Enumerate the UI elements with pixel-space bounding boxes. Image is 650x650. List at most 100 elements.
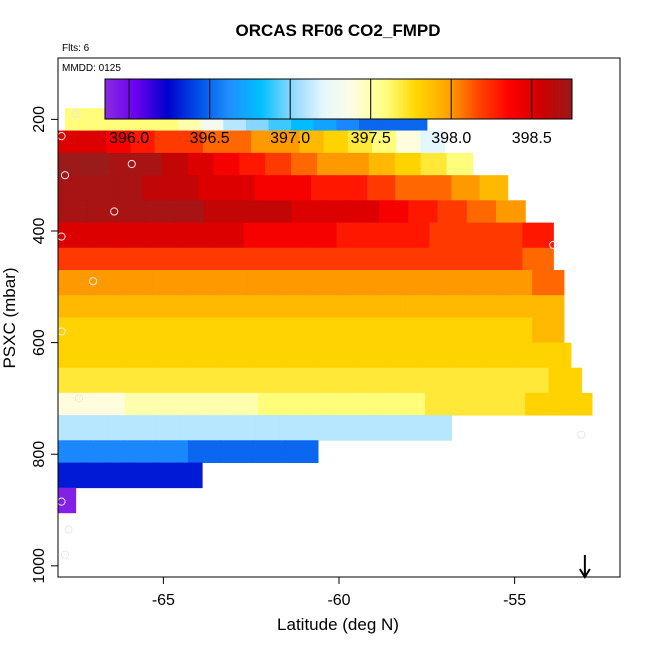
heatmap-cell xyxy=(532,270,565,296)
y-tick-label: 1000 xyxy=(31,548,48,584)
heatmap-cell xyxy=(180,415,207,441)
data-marker xyxy=(127,159,136,169)
heatmap-cell xyxy=(305,222,338,249)
heatmap-cell xyxy=(58,440,92,463)
heatmap-cell xyxy=(342,295,375,318)
heatmap-cell xyxy=(205,415,231,441)
heatmap-cell xyxy=(181,222,214,249)
heatmap-cell xyxy=(158,392,193,416)
heatmap-cell xyxy=(451,175,481,201)
heatmap-cell xyxy=(124,392,159,416)
heatmap-cell xyxy=(379,200,409,224)
colorbar-ticks: 396.0 396.5 397.0 397.5 398.0 398.5 xyxy=(109,79,552,147)
heatmap-cell xyxy=(212,222,245,249)
heatmap-cell xyxy=(58,130,83,154)
heatmap-cell xyxy=(358,392,393,416)
heatmap-cell xyxy=(83,152,111,176)
heatmap-cell xyxy=(107,415,133,441)
heatmap-cell xyxy=(442,342,476,369)
heatmap-cell xyxy=(58,487,68,514)
heatmap-cell xyxy=(468,270,502,296)
heatmap-cell xyxy=(291,200,322,224)
colorbar-tick-label: 397.5 xyxy=(351,130,391,147)
heatmap-cell xyxy=(317,152,344,176)
heatmap-cell xyxy=(458,392,493,416)
data-marker xyxy=(64,525,73,534)
heatmap-cell xyxy=(58,342,91,369)
heatmap-cell xyxy=(468,317,502,344)
heatmap-cell xyxy=(145,200,176,224)
heatmap-cell xyxy=(106,462,131,489)
heatmap-cell xyxy=(58,392,92,416)
heatmap-cell xyxy=(525,392,560,416)
heatmap-cell xyxy=(247,270,280,296)
heatmap-cell xyxy=(170,175,200,201)
heatmap-cell xyxy=(254,175,284,201)
heatmap-cell xyxy=(282,175,312,201)
colorbar: 396.0 396.5 397.0 397.5 398.0 398.5 xyxy=(104,78,573,147)
heatmap-cell xyxy=(474,342,508,369)
heatmap-cell xyxy=(66,487,77,514)
heatmap-cell xyxy=(310,270,344,296)
data-marker xyxy=(549,240,558,250)
heatmap-cell xyxy=(216,317,249,344)
heatmap-cell xyxy=(429,222,461,249)
heatmap-cell xyxy=(82,415,108,441)
heatmap-cell xyxy=(230,415,256,441)
heatmap-cell xyxy=(437,270,470,296)
colorbar-tick-label: 396.5 xyxy=(190,130,230,147)
heatmap-cell xyxy=(89,295,122,318)
heatmap-cell xyxy=(154,342,187,369)
heatmap-cell xyxy=(58,200,88,224)
heatmap-cell xyxy=(130,130,156,154)
heatmap-cell xyxy=(58,462,83,489)
heatmap-cell xyxy=(274,247,307,271)
heatmap-cell xyxy=(239,152,266,176)
heatmap-cell xyxy=(265,152,292,176)
y-tick-label: 600 xyxy=(31,329,48,356)
heatmap-cell xyxy=(538,342,572,369)
heatmap-cell xyxy=(460,222,492,249)
heatmap-cell xyxy=(420,130,445,154)
x-tick-label: -60 xyxy=(327,592,350,609)
arrow-annotation-head xyxy=(579,568,591,579)
colorbar-tick-label: 396.0 xyxy=(109,130,149,147)
heatmap-cell xyxy=(213,152,240,176)
heatmap-cell xyxy=(506,342,540,369)
heatmap-cell xyxy=(154,462,179,489)
heatmap-cell xyxy=(408,200,439,224)
heatmap-cell xyxy=(491,222,523,249)
heatmap-cell xyxy=(243,222,276,249)
heatmap-cell xyxy=(89,317,122,344)
heatmap-cell xyxy=(336,247,369,271)
heatmap-cell xyxy=(187,440,222,463)
heatmap-cell xyxy=(178,130,204,154)
heatmap-cell xyxy=(558,392,593,416)
heatmap-cell xyxy=(198,175,228,201)
heatmap-cell xyxy=(58,152,85,176)
heatmap-cell xyxy=(450,367,484,394)
heatmap-cell xyxy=(417,367,452,394)
x-axis: -65 -60 -55 xyxy=(152,576,526,609)
heatmap-cell xyxy=(184,317,217,344)
heatmap-cell xyxy=(405,317,438,344)
heatmap-cell xyxy=(150,247,183,271)
heatmap-cell xyxy=(286,367,321,394)
heatmap-cell xyxy=(423,175,452,201)
heatmap-cell xyxy=(218,342,251,369)
heatmap-cell xyxy=(339,175,368,201)
heatmap-cell xyxy=(131,415,157,441)
heatmap-cell xyxy=(319,367,353,394)
heatmap-cell xyxy=(191,392,226,416)
heatmap-cell xyxy=(342,270,375,296)
heatmap-cell xyxy=(460,247,492,271)
y-tick-label: 400 xyxy=(31,218,48,245)
heatmap-cell xyxy=(385,367,419,394)
heatmap-cell xyxy=(119,247,152,271)
heatmap-cell xyxy=(119,222,152,249)
heatmap-cell xyxy=(437,200,468,224)
heatmap-cell xyxy=(106,130,132,154)
heatmap-cell xyxy=(233,200,263,224)
heatmap-cell xyxy=(82,130,107,154)
